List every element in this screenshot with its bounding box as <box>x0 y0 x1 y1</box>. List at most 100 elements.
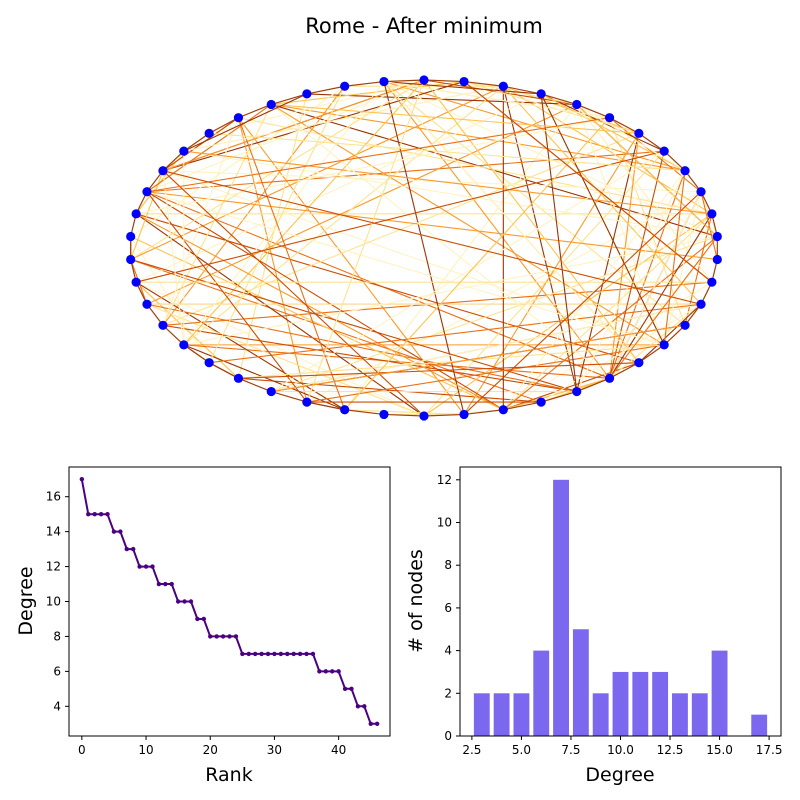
network-edge <box>208 117 239 134</box>
rank-point <box>285 651 290 657</box>
rank-point <box>92 511 97 517</box>
network-edge <box>162 170 702 305</box>
network-edge <box>130 170 164 260</box>
rank-point <box>246 651 251 657</box>
network-edge <box>209 132 686 172</box>
rank-point <box>143 564 149 569</box>
network-edge <box>162 324 185 346</box>
degree-rank-chart: 0 10 20 30 40 4 6 8 10 12 14 16 Rank Degree <box>15 466 391 786</box>
rank-point <box>156 581 162 587</box>
rank-point <box>98 511 104 517</box>
network-edge <box>183 344 610 379</box>
network-node <box>634 128 644 138</box>
hist-y-tick-label: 0 <box>444 729 452 743</box>
rank-point <box>349 686 354 692</box>
network-edge <box>183 85 504 152</box>
network-edge <box>135 213 640 364</box>
rank-point <box>240 651 245 657</box>
network-edge <box>237 117 346 410</box>
network-node <box>419 75 429 85</box>
network-edge <box>576 170 686 392</box>
rank-x-tick-label: 10 <box>138 743 153 757</box>
histogram-bar <box>572 629 589 736</box>
rank-point <box>259 651 264 657</box>
network-edge <box>130 79 425 260</box>
rank-y-tick-label: 10 <box>46 595 61 609</box>
network-edge <box>638 303 702 364</box>
rank-point <box>188 599 194 604</box>
network-edge <box>383 81 542 95</box>
rank-point <box>291 651 296 657</box>
network-node <box>204 358 214 368</box>
rank-x-tick-label: 30 <box>267 743 282 757</box>
hist-y-tick-label: 12 <box>437 473 452 487</box>
network-edge <box>540 93 665 346</box>
network-edge <box>271 303 702 393</box>
rank-point <box>227 634 232 639</box>
network-edge <box>146 117 610 193</box>
network-node <box>536 89 546 99</box>
network-edge <box>146 191 504 411</box>
rank-y-tick-label: 14 <box>46 525 61 539</box>
network-edge <box>146 191 308 403</box>
rank-point <box>342 686 348 692</box>
network-edge <box>271 103 639 134</box>
rank-degree-points <box>79 477 380 726</box>
histogram-bar <box>632 671 649 736</box>
rank-point <box>297 651 303 657</box>
network-edge <box>238 362 639 379</box>
network-node <box>340 405 350 415</box>
network-node <box>302 89 312 99</box>
network-edge <box>503 377 610 411</box>
network-node <box>340 81 350 91</box>
network-edge <box>183 344 210 364</box>
network-edge <box>162 170 702 193</box>
network-node <box>233 373 244 383</box>
hist-x-label: Degree <box>585 764 654 786</box>
network-node <box>179 146 189 156</box>
rank-point <box>86 511 91 517</box>
network-edge <box>663 170 686 345</box>
network-edge <box>663 150 686 172</box>
network-edge <box>576 103 686 172</box>
network-edge <box>162 117 239 172</box>
network-edge <box>130 236 210 363</box>
histogram-bar <box>672 693 688 736</box>
network-edge <box>540 93 577 106</box>
network-edge <box>540 93 686 172</box>
network-edge <box>146 303 577 393</box>
rank-point <box>265 651 271 657</box>
histogram-bars <box>473 479 768 736</box>
rank-point <box>355 704 361 709</box>
network-edges <box>130 79 718 417</box>
network-node <box>126 254 136 265</box>
network-node <box>266 99 276 110</box>
network-edge <box>271 390 308 403</box>
network-node <box>142 299 152 309</box>
network-edge <box>162 324 577 393</box>
hist-x-tick-label: 12.5 <box>657 743 684 757</box>
network-edge <box>344 409 465 415</box>
network-edge <box>463 81 577 105</box>
histogram-bar <box>751 714 768 736</box>
network-edge <box>383 81 640 364</box>
histogram-bar <box>473 693 490 736</box>
rank-point <box>150 564 155 569</box>
rank-point <box>105 511 110 517</box>
network-edge <box>306 401 345 411</box>
network-node <box>696 299 706 309</box>
network-edge <box>609 117 640 134</box>
network-node <box>204 128 214 138</box>
rank-point <box>233 634 239 639</box>
network-edge <box>383 81 610 119</box>
network-node <box>604 113 615 123</box>
network-edge <box>502 170 686 411</box>
rank-point <box>252 651 258 657</box>
network-graph <box>126 75 722 421</box>
network-edge <box>502 213 713 411</box>
network-edge <box>146 104 272 193</box>
rank-point <box>330 669 335 674</box>
histogram-bar <box>553 479 569 736</box>
network-edge <box>135 281 239 379</box>
network-edge <box>146 191 718 261</box>
